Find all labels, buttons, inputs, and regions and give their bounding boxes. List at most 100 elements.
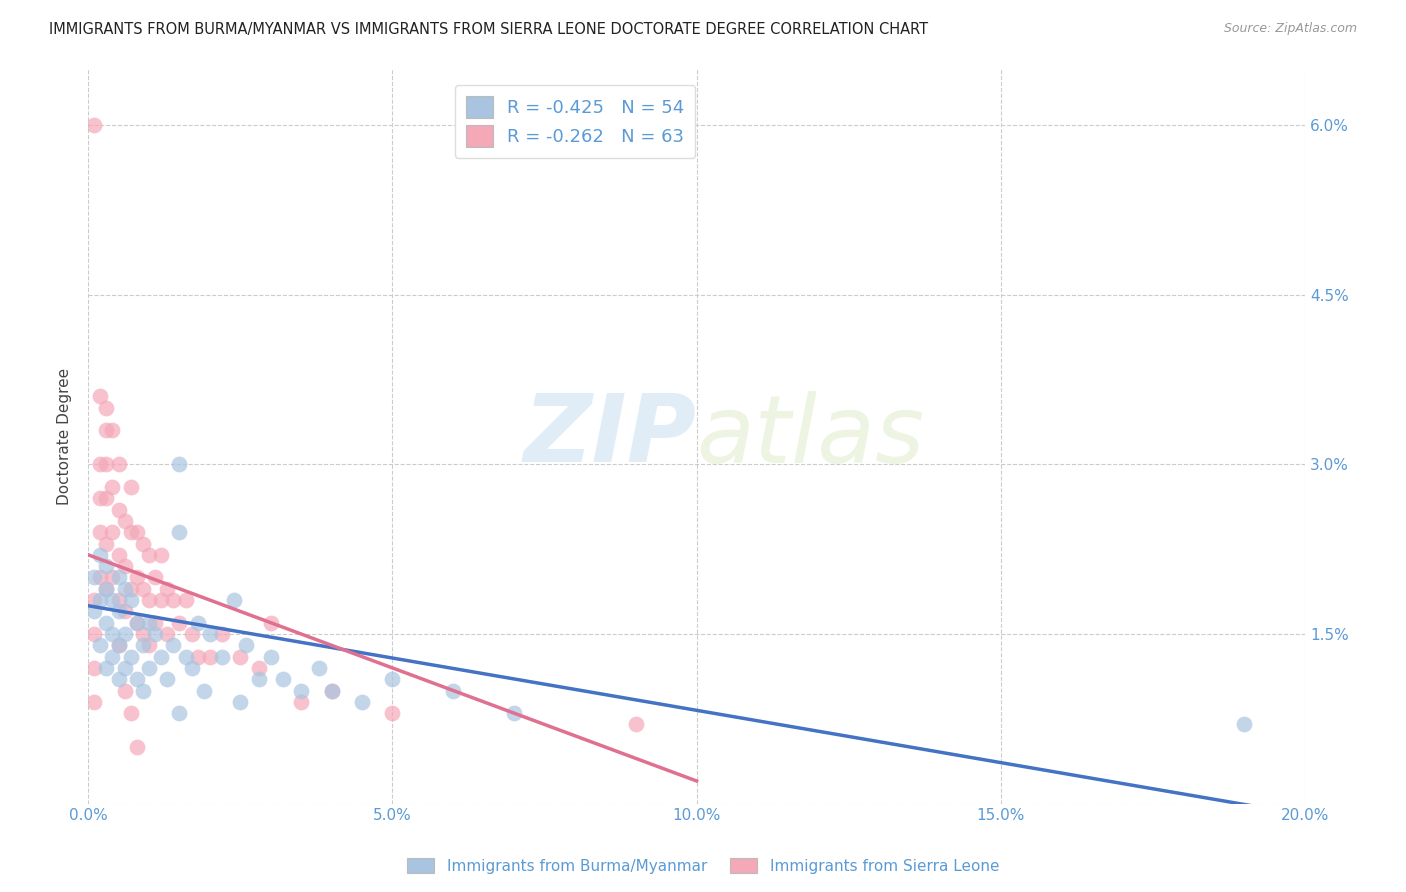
Point <box>260 615 283 630</box>
Point <box>290 695 312 709</box>
Point <box>235 638 257 652</box>
Point <box>132 638 155 652</box>
Point <box>107 458 129 472</box>
Point <box>156 627 179 641</box>
Point <box>96 582 118 596</box>
Point <box>247 661 270 675</box>
Point <box>169 525 191 540</box>
Point <box>143 615 166 630</box>
Point <box>89 491 111 506</box>
Point <box>169 615 191 630</box>
Point <box>107 593 129 607</box>
Point <box>114 627 136 641</box>
Point <box>132 536 155 550</box>
Point <box>101 593 124 607</box>
Point <box>211 627 233 641</box>
Point <box>143 627 166 641</box>
Point <box>96 458 118 472</box>
Point <box>125 525 148 540</box>
Point <box>174 593 197 607</box>
Point <box>107 548 129 562</box>
Point <box>150 548 173 562</box>
Point <box>101 424 124 438</box>
Point <box>114 661 136 675</box>
Point <box>89 638 111 652</box>
Point <box>83 695 105 709</box>
Point <box>125 570 148 584</box>
Point <box>156 672 179 686</box>
Point <box>156 582 179 596</box>
Point <box>162 593 184 607</box>
Point <box>120 480 142 494</box>
Point <box>120 582 142 596</box>
Point <box>107 604 129 618</box>
Text: Source: ZipAtlas.com: Source: ZipAtlas.com <box>1223 22 1357 36</box>
Point <box>180 661 202 675</box>
Legend: Immigrants from Burma/Myanmar, Immigrants from Sierra Leone: Immigrants from Burma/Myanmar, Immigrant… <box>401 852 1005 880</box>
Text: ZIP: ZIP <box>524 390 696 482</box>
Point <box>1233 717 1256 731</box>
Point <box>381 706 404 720</box>
Point <box>290 683 312 698</box>
Point <box>114 559 136 574</box>
Point <box>96 615 118 630</box>
Point <box>96 401 118 415</box>
Point <box>96 559 118 574</box>
Text: IMMIGRANTS FROM BURMA/MYANMAR VS IMMIGRANTS FROM SIERRA LEONE DOCTORATE DEGREE C: IMMIGRANTS FROM BURMA/MYANMAR VS IMMIGRA… <box>49 22 928 37</box>
Point <box>125 672 148 686</box>
Point <box>143 570 166 584</box>
Point <box>83 593 105 607</box>
Point <box>96 661 118 675</box>
Point <box>83 118 105 132</box>
Point <box>169 706 191 720</box>
Point <box>120 525 142 540</box>
Point <box>114 514 136 528</box>
Legend: R = -0.425   N = 54, R = -0.262   N = 63: R = -0.425 N = 54, R = -0.262 N = 63 <box>454 85 695 158</box>
Point <box>260 649 283 664</box>
Point <box>321 683 343 698</box>
Point <box>107 638 129 652</box>
Point <box>138 638 160 652</box>
Point <box>198 627 221 641</box>
Point <box>224 593 246 607</box>
Point <box>101 525 124 540</box>
Point <box>107 502 129 516</box>
Point <box>96 536 118 550</box>
Point <box>229 649 252 664</box>
Point <box>169 458 191 472</box>
Point <box>101 480 124 494</box>
Point <box>132 683 155 698</box>
Point <box>120 649 142 664</box>
Y-axis label: Doctorate Degree: Doctorate Degree <box>58 368 72 505</box>
Point <box>125 740 148 755</box>
Point <box>229 695 252 709</box>
Point <box>83 661 105 675</box>
Point <box>89 548 111 562</box>
Point <box>96 424 118 438</box>
Point <box>247 672 270 686</box>
Point <box>89 458 111 472</box>
Point <box>308 661 330 675</box>
Point <box>132 627 155 641</box>
Point <box>624 717 647 731</box>
Point <box>150 593 173 607</box>
Point <box>96 491 118 506</box>
Point <box>350 695 373 709</box>
Point <box>174 649 197 664</box>
Point <box>114 604 136 618</box>
Point <box>107 638 129 652</box>
Point <box>107 672 129 686</box>
Point <box>125 615 148 630</box>
Point <box>101 649 124 664</box>
Point <box>150 649 173 664</box>
Point <box>125 615 148 630</box>
Point <box>441 683 464 698</box>
Point <box>89 525 111 540</box>
Point <box>271 672 294 686</box>
Point <box>114 683 136 698</box>
Point <box>101 627 124 641</box>
Point <box>187 649 209 664</box>
Point <box>503 706 526 720</box>
Point <box>120 593 142 607</box>
Point <box>89 593 111 607</box>
